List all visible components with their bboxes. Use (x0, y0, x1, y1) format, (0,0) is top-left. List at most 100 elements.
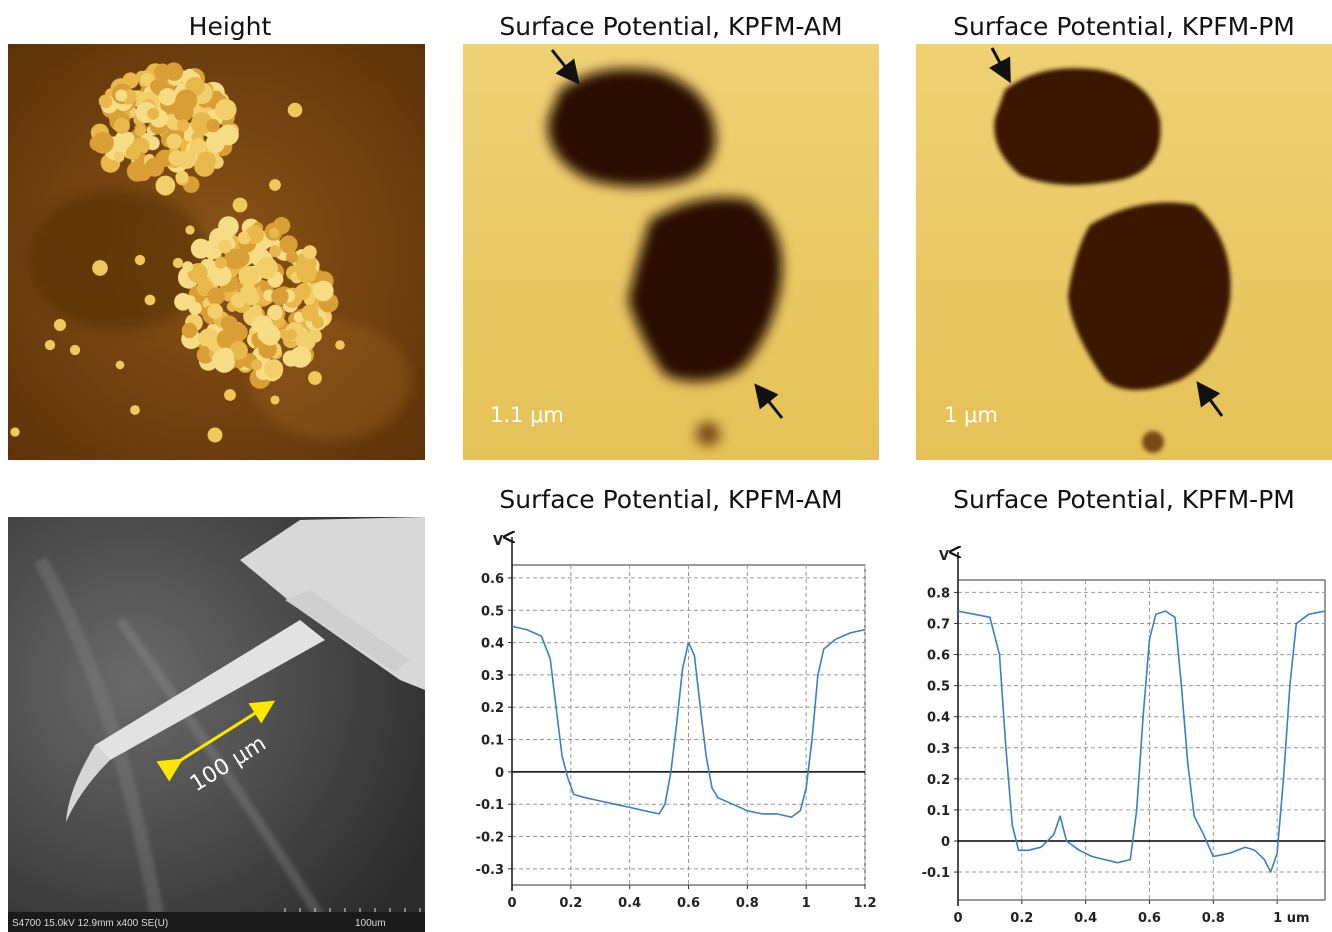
bead (159, 88, 176, 105)
y-tick-label: 0.5 (481, 604, 504, 619)
bead (215, 257, 227, 269)
particle (45, 340, 55, 350)
bead (206, 119, 219, 132)
panel-title: Surface Potential, KPFM-AM (499, 12, 842, 41)
figure: Height Surface Potential, KPFM-AM Surfac… (0, 0, 1332, 932)
x-tick-label: 0 (953, 911, 962, 926)
particle (185, 225, 194, 234)
bead (177, 119, 189, 131)
particle (224, 389, 236, 401)
y-tick-label: 0 (941, 835, 950, 850)
bead (178, 150, 196, 168)
kpfm-am-image: 1.1 μm (463, 44, 879, 460)
bead (296, 263, 317, 284)
bead (313, 281, 333, 301)
bead (145, 158, 164, 177)
bead (207, 303, 223, 319)
y-tick-label: 0.1 (481, 734, 504, 749)
bead (290, 346, 312, 368)
bead (182, 261, 193, 272)
y-tick-label: -0.1 (476, 798, 504, 813)
bead (114, 152, 125, 163)
y-tick-label: -0.3 (476, 863, 504, 878)
bead (245, 291, 260, 306)
sem-info: S4700 15.0kV 12.9mm x400 SE(U) (12, 918, 168, 929)
bead (231, 324, 248, 341)
scale-label: 1.1 μm (490, 403, 564, 427)
bead (175, 89, 197, 111)
x-tick-label: 0.6 (1138, 911, 1161, 926)
bead (286, 329, 297, 340)
bead (251, 359, 262, 370)
particle (269, 179, 281, 191)
y-tick-label: 0 (495, 766, 504, 781)
bead (231, 249, 249, 267)
bead (256, 257, 278, 279)
bead (166, 134, 182, 150)
bead (115, 90, 127, 102)
sem-scale: 100um (355, 918, 386, 929)
y-tick-label: 0.8 (927, 586, 950, 601)
bead (303, 245, 317, 259)
particle (92, 260, 108, 276)
particle (288, 103, 303, 118)
bead (154, 63, 171, 80)
bead (301, 304, 318, 321)
x-tick-label: 0.6 (677, 896, 700, 911)
bead (268, 305, 283, 320)
particle (308, 371, 322, 385)
bead (176, 171, 189, 184)
particle (335, 340, 344, 349)
kpfm-pm-image: 1 μm (916, 44, 1332, 460)
bead (308, 329, 322, 343)
particle (10, 427, 19, 436)
bead (126, 145, 141, 160)
bead (207, 287, 225, 305)
y-tick-label: 0.2 (481, 701, 504, 716)
bead (224, 223, 234, 233)
bead (217, 348, 234, 365)
bead (271, 288, 288, 305)
bead (189, 302, 202, 315)
x-tick-label: 0.8 (736, 896, 759, 911)
bead (248, 226, 260, 238)
x-tick-label: 0.4 (1074, 911, 1097, 926)
particle (270, 395, 279, 404)
panel-title: Height (189, 12, 272, 41)
bead (260, 325, 281, 346)
y-tick-label: 0.4 (927, 711, 950, 726)
particle (135, 255, 145, 265)
y-tick-label: 0.3 (481, 669, 504, 684)
bead (251, 305, 262, 316)
bead (147, 108, 159, 120)
y-tick-label: 0.2 (927, 773, 950, 788)
particle (233, 198, 248, 213)
y-tick-label: 0.1 (927, 804, 950, 819)
x-tick-label: 0.8 (1202, 911, 1225, 926)
y-tick-label: 0.7 (927, 617, 950, 632)
x-tick-label: 0.4 (618, 896, 641, 911)
chart-title: Surface Potential, KPFM-AM (499, 485, 842, 514)
bead (296, 283, 311, 298)
particle (70, 345, 80, 355)
particle (116, 361, 125, 370)
x-tick-label: 0.2 (1010, 911, 1033, 926)
particle (208, 428, 223, 443)
y-axis-label: V (493, 534, 503, 549)
y-tick-label: -0.1 (922, 866, 950, 881)
particle (130, 405, 140, 415)
bead (238, 266, 259, 287)
page: { "panels": { "height_title": "Height", … (0, 0, 1332, 932)
bead (280, 235, 298, 253)
bead (90, 136, 105, 151)
bead (155, 176, 175, 196)
scale-label: 1 μm (944, 403, 998, 427)
chart-title: Surface Potential, KPFM-PM (953, 485, 1295, 514)
bead (196, 273, 206, 283)
y-tick-label: 0.5 (927, 680, 950, 695)
bead (99, 94, 113, 108)
x-tick-label: 0 (507, 896, 516, 911)
bead (269, 245, 281, 257)
y-tick-label: 0.6 (481, 572, 504, 587)
bead (135, 125, 146, 136)
